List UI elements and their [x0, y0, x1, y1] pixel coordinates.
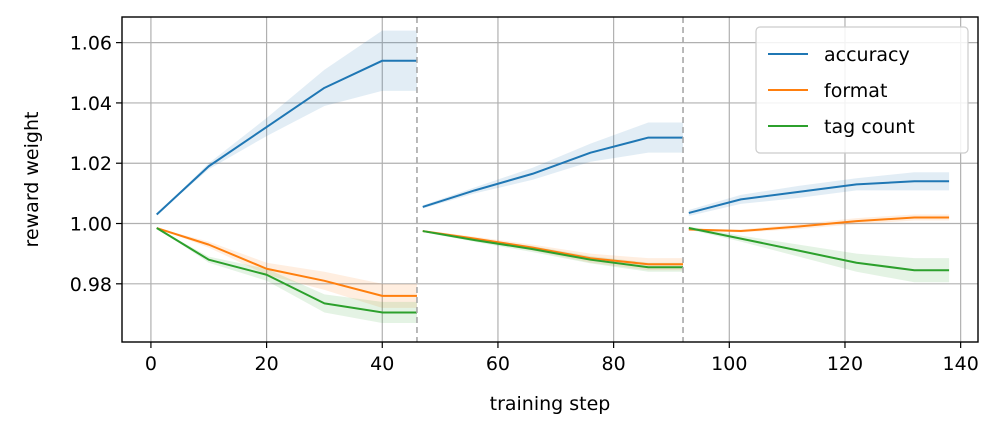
line-format — [156, 227, 417, 297]
x-tick-label: 140 — [943, 353, 979, 375]
legend: accuracy format tag count — [755, 26, 969, 154]
line-tag-count — [688, 227, 950, 272]
y-tick-label: 0.98 — [70, 274, 112, 296]
band-accuracy — [156, 30, 417, 215]
line-format — [422, 230, 684, 266]
y-axis-label: reward weight — [21, 112, 43, 248]
x-tick-label: 0 — [145, 353, 157, 375]
band-tag-count — [156, 228, 417, 324]
x-tick-label: 120 — [827, 353, 863, 375]
segment-dividers — [416, 17, 684, 342]
y-axis-ticks: 0.98 1.00 1.02 1.04 1.06 — [70, 33, 122, 296]
x-tick-label: 80 — [602, 353, 626, 375]
y-tick-label: 1.00 — [70, 214, 112, 236]
legend-label: format — [824, 80, 887, 102]
y-tick-label: 1.02 — [70, 153, 112, 175]
series-lines — [156, 59, 950, 314]
band-accuracy — [688, 172, 950, 216]
x-axis-label: training step — [490, 393, 611, 415]
x-axis-ticks: 0 20 40 60 80 100 120 140 — [145, 342, 979, 375]
legend-label: tag count — [824, 116, 915, 138]
legend-box — [755, 26, 969, 154]
line-accuracy — [422, 136, 684, 208]
line-format — [688, 216, 950, 233]
legend-label: accuracy — [824, 44, 910, 66]
x-tick-label: 40 — [370, 353, 394, 375]
line-tag-count — [156, 227, 417, 314]
y-tick-label: 1.06 — [70, 33, 112, 55]
y-tick-label: 1.04 — [70, 93, 112, 115]
line-tag-count — [422, 230, 684, 269]
line-accuracy — [156, 59, 417, 216]
x-tick-label: 20 — [255, 353, 279, 375]
line-accuracy — [688, 180, 950, 214]
x-tick-label: 60 — [486, 353, 510, 375]
x-tick-label: 100 — [711, 353, 747, 375]
plot-frame — [121, 16, 979, 343]
